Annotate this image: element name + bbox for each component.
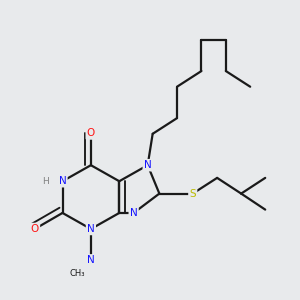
Text: O: O <box>87 128 95 139</box>
Text: N: N <box>87 255 95 266</box>
Text: N: N <box>130 208 137 218</box>
Text: N: N <box>144 160 152 170</box>
Text: N: N <box>58 176 66 186</box>
Text: H: H <box>42 177 49 186</box>
Text: S: S <box>189 189 196 199</box>
Text: N: N <box>87 224 95 234</box>
Text: O: O <box>31 224 39 234</box>
Text: CH₃: CH₃ <box>70 269 85 278</box>
